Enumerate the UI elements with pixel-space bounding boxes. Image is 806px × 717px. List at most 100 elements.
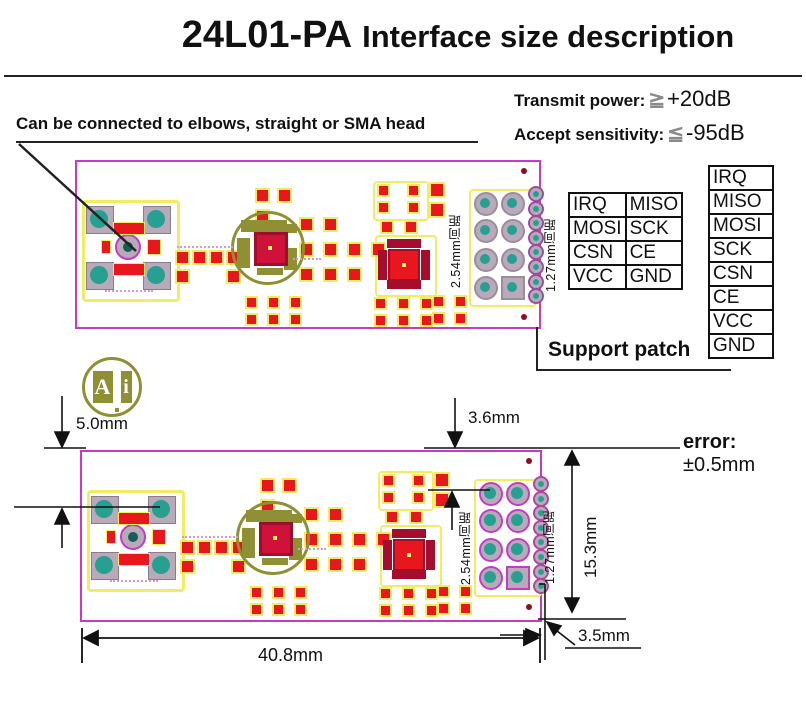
header-pin-254 xyxy=(506,566,530,590)
pin-cell: IRQ xyxy=(708,165,774,191)
title-model-number: 24L01-PA xyxy=(181,14,353,56)
smd-pad xyxy=(282,478,297,493)
header-pin-254 xyxy=(474,192,498,216)
support-patch-label: Support patch xyxy=(548,338,691,361)
smd-pad xyxy=(294,603,307,616)
pin-cell: SCK xyxy=(624,216,684,242)
header-pin-127 xyxy=(528,259,544,275)
smd-pad xyxy=(245,296,258,309)
rf-chip-footprint xyxy=(254,232,288,266)
smd-pad xyxy=(180,540,195,555)
chip-side-pads xyxy=(426,540,435,570)
smd-pad xyxy=(454,312,467,325)
chip-side-pads xyxy=(383,540,392,570)
smd-pad xyxy=(397,297,410,310)
table-row: MISO xyxy=(708,189,774,215)
pitch-254-label-bottom: 2.54mm间距 xyxy=(459,510,473,585)
trace-dotted xyxy=(298,548,326,550)
smd-pad xyxy=(382,474,395,487)
smd-pad xyxy=(289,296,302,309)
plated-hole xyxy=(538,510,544,517)
plated-hole xyxy=(533,191,539,197)
pin-cell: IRQ xyxy=(568,192,627,218)
plated-hole xyxy=(538,554,544,560)
smd-pad xyxy=(299,267,314,282)
smd-pad xyxy=(407,201,420,214)
smd-pad xyxy=(328,507,343,522)
copper-pour xyxy=(242,528,255,558)
plated-hole xyxy=(511,514,523,526)
plated-hole xyxy=(480,282,490,292)
pin-cell: SCK xyxy=(708,237,774,263)
page-title: 24L01-PA Interface size description xyxy=(110,14,806,57)
plated-hole xyxy=(511,543,523,555)
antenna-pad xyxy=(113,263,145,276)
smd-pad xyxy=(267,313,280,326)
smd-pad xyxy=(328,557,343,572)
logo-letter-i: i xyxy=(120,371,132,403)
antenna-mount-pad xyxy=(91,496,119,524)
plated-hole xyxy=(484,543,496,555)
header-pin-254 xyxy=(506,509,530,533)
smd-pad xyxy=(412,491,425,504)
plated-hole xyxy=(484,487,496,499)
plated-hole xyxy=(511,487,523,499)
antenna-feed-hole xyxy=(115,234,141,260)
smd-pad xyxy=(197,540,212,555)
error-tolerance-note: error: ±0.5mm xyxy=(683,431,806,477)
gte-symbol: ≧ xyxy=(648,89,666,111)
header-pin-127 xyxy=(528,215,544,232)
header-pin-254 xyxy=(479,482,503,506)
chip-side-pads xyxy=(392,570,426,579)
smd-pad xyxy=(328,532,343,547)
pin-cell: CSN xyxy=(708,261,774,287)
copper-pour xyxy=(288,514,302,523)
copper-pour xyxy=(241,220,287,232)
plated-hole xyxy=(511,571,523,583)
smd-pad xyxy=(352,532,367,547)
fiducial-dot xyxy=(521,314,527,320)
smd-pad xyxy=(374,314,387,327)
plated-hole xyxy=(95,556,113,574)
smd-pad xyxy=(377,201,390,214)
antenna-mount-pad xyxy=(86,206,114,234)
antenna-pad xyxy=(118,512,150,525)
smd-pad xyxy=(267,296,280,309)
transmit-power-spec: Transmit power: ≧ +20dB xyxy=(514,86,731,112)
smd-pad xyxy=(250,586,263,599)
table-row: VCC GND xyxy=(568,264,684,290)
header-pin-127 xyxy=(528,186,544,202)
plated-hole xyxy=(147,210,165,228)
smd-pad xyxy=(250,603,263,616)
plated-hole xyxy=(480,225,490,235)
header-pin-127 xyxy=(528,273,544,290)
antenna-pad xyxy=(106,530,116,544)
antenna-pad xyxy=(152,529,166,545)
table-row: VCC xyxy=(708,309,774,335)
chip-center-mark xyxy=(407,553,411,557)
smd-pad xyxy=(323,242,338,257)
plated-hole xyxy=(484,571,496,583)
antenna-mount-pad xyxy=(86,262,114,290)
trace-dotted xyxy=(105,290,153,292)
table-row: SCK xyxy=(708,237,774,263)
plated-hole xyxy=(538,524,544,531)
transmit-power-label: Transmit power: xyxy=(514,91,646,110)
smd-pad xyxy=(192,250,207,265)
smd-pad xyxy=(175,250,190,265)
plated-hole xyxy=(533,264,539,270)
pitch-254-label-top: 2.54mm间距 xyxy=(449,213,463,288)
copper-pour xyxy=(246,510,292,522)
plated-hole xyxy=(533,278,539,285)
silkscreen-outline xyxy=(380,525,442,587)
header-pin-127 xyxy=(528,200,544,217)
smd-pad xyxy=(429,182,445,198)
table-row: CSN CE xyxy=(568,240,684,266)
smd-pad xyxy=(459,585,472,598)
plated-hole xyxy=(533,234,539,241)
antenna-mount-pad xyxy=(148,496,176,524)
header-pin-254 xyxy=(501,276,525,300)
plated-hole xyxy=(95,500,113,518)
header-pin-254 xyxy=(501,248,525,272)
smd-pad xyxy=(385,510,399,524)
